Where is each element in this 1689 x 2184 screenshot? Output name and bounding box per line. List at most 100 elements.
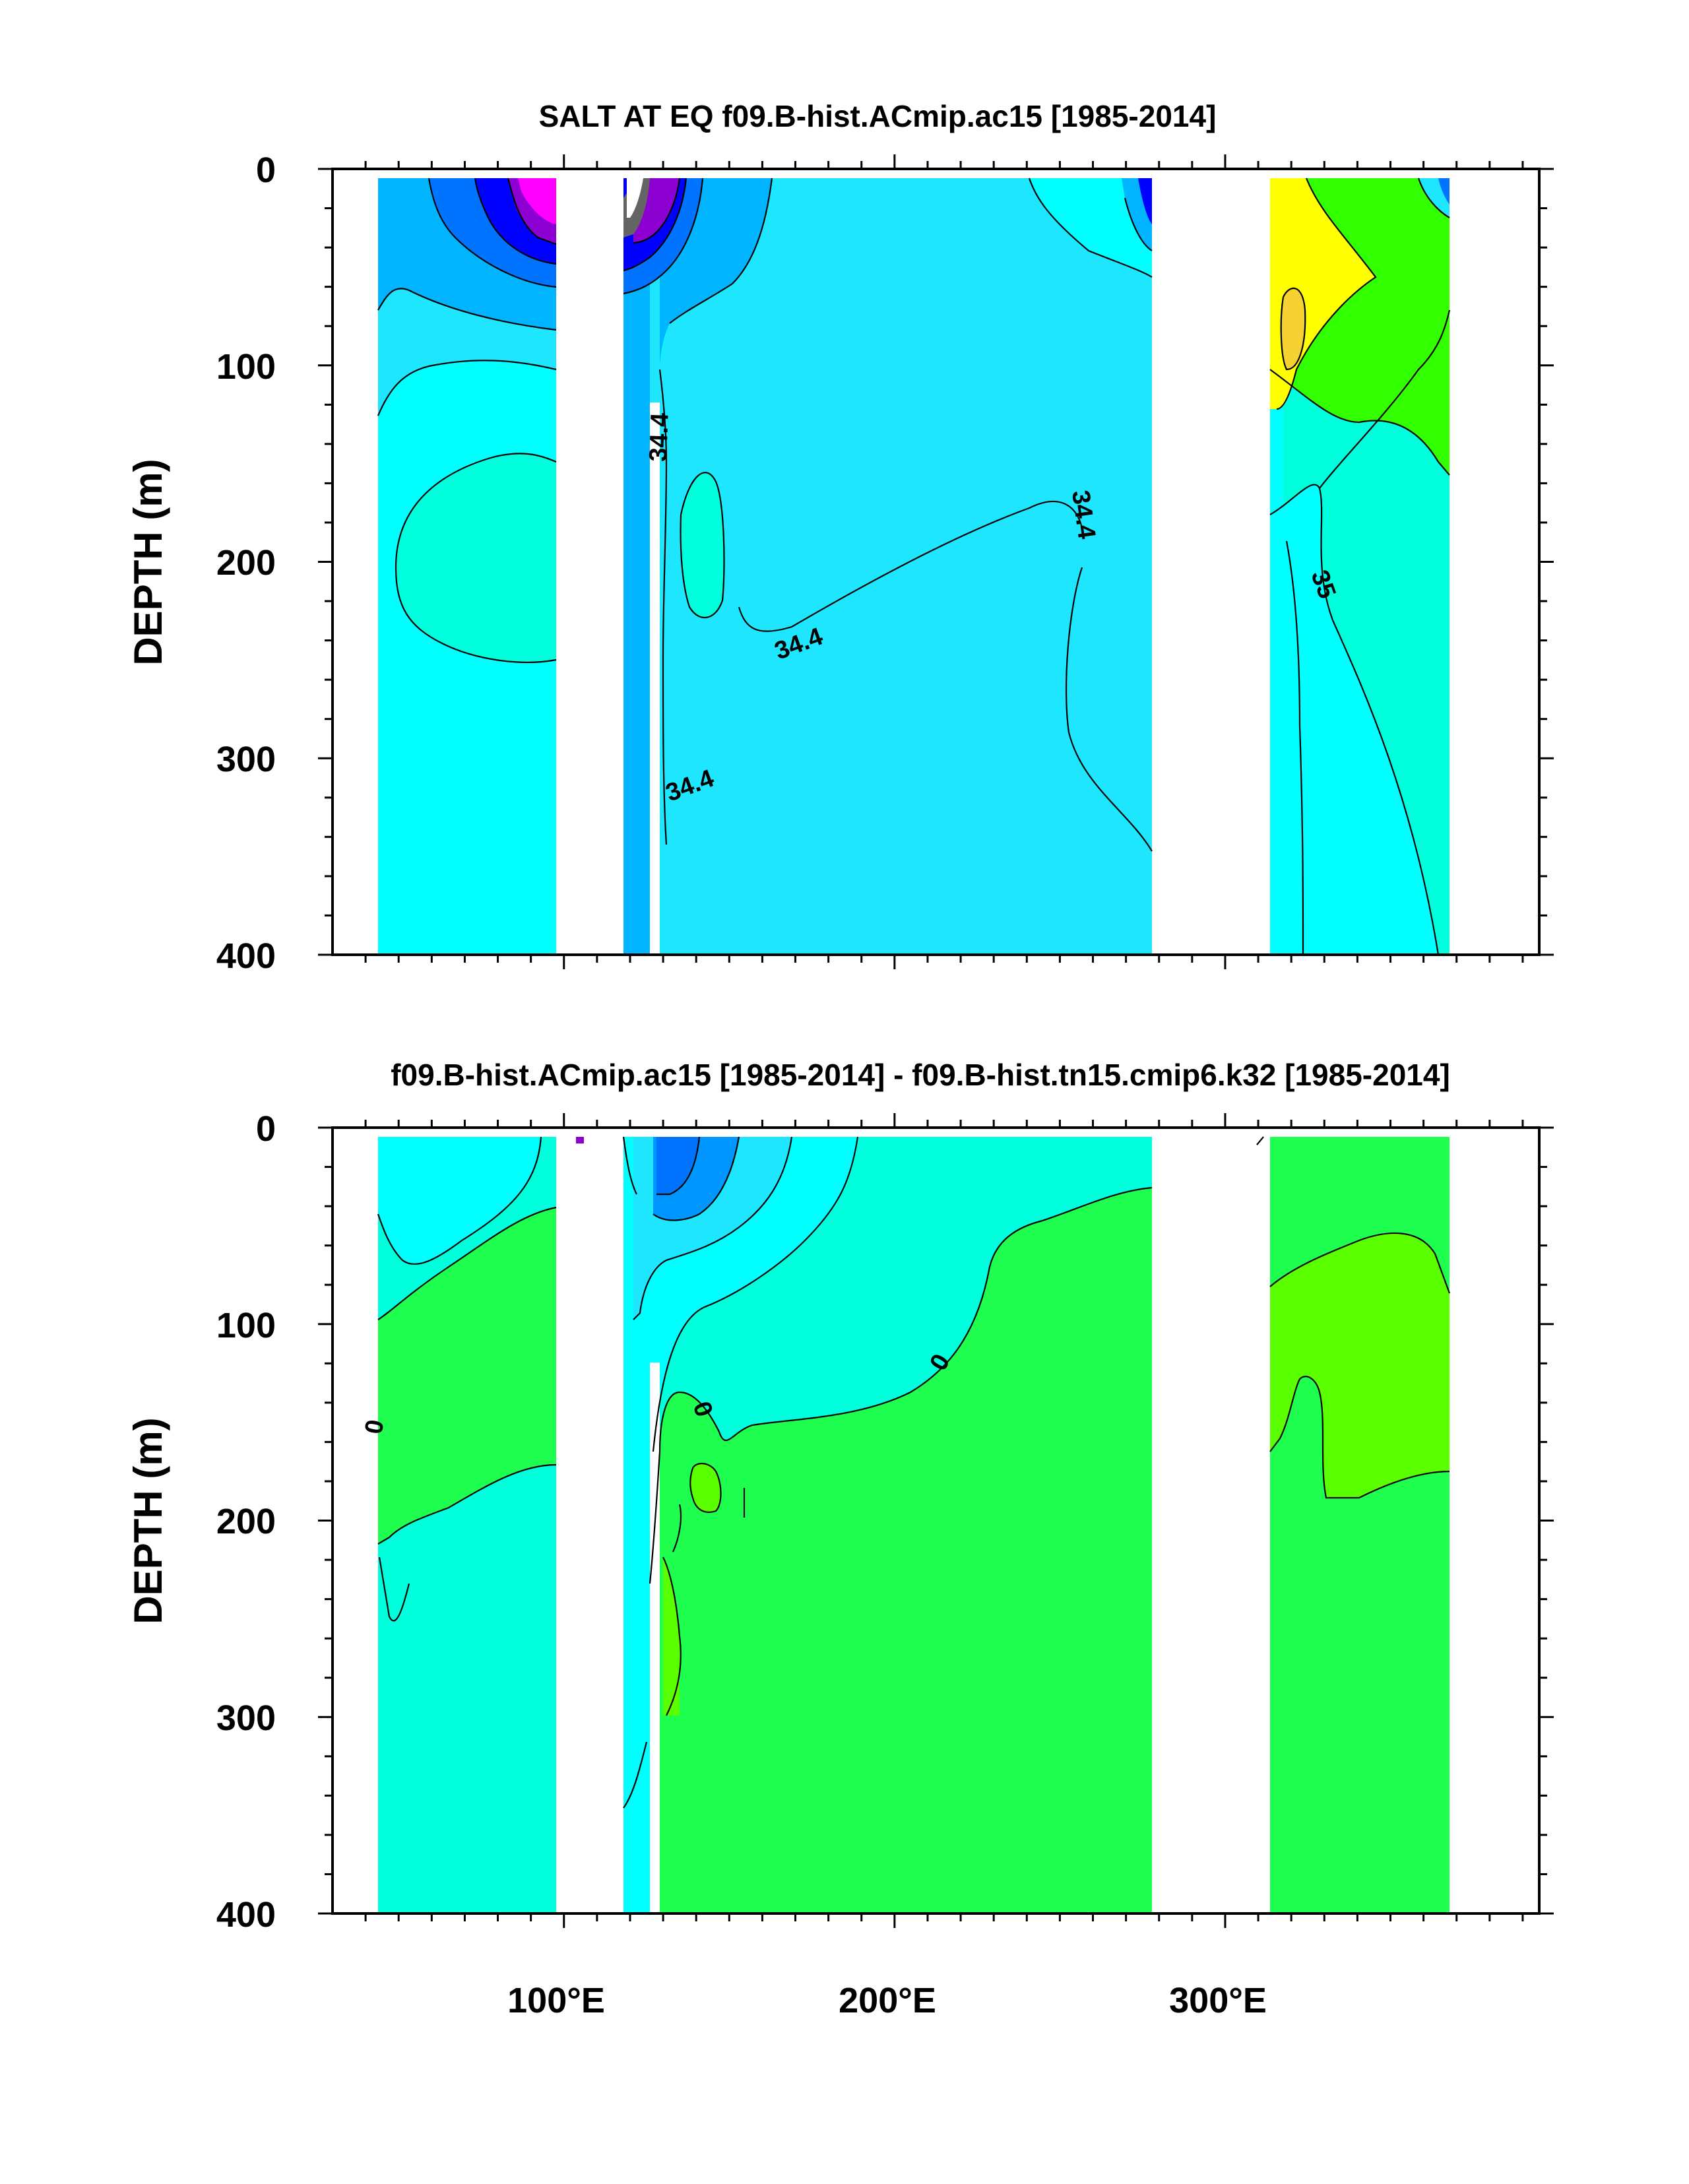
bot-land-africa bbox=[1450, 1128, 1539, 1913]
top-contour-8 bbox=[669, 177, 773, 324]
top-clabel-1: 34.4 bbox=[645, 412, 674, 462]
top-contour-10 bbox=[623, 177, 687, 272]
top-contour-23 bbox=[1319, 309, 1451, 489]
top-contour-21 bbox=[1269, 484, 1440, 955]
top-ytick-label-100: 100 bbox=[216, 347, 276, 387]
bot-xtick-label-300E: 300°E bbox=[1169, 1981, 1267, 2020]
top-contour-1 bbox=[377, 360, 557, 416]
bot-fill-surface-strip bbox=[333, 1128, 1539, 1137]
bot-land-americas bbox=[1152, 1128, 1270, 1913]
top-land-americas bbox=[1152, 169, 1270, 955]
bot-xtick-label-200E: 200°E bbox=[839, 1981, 936, 2020]
top-fill-surface-strip bbox=[333, 169, 1539, 178]
top-fill-central-ridge bbox=[680, 472, 724, 618]
top-land-indiaocean-west bbox=[333, 169, 378, 955]
bot-fill-central-blue2 bbox=[656, 1137, 699, 1194]
bot-ytick-label-100: 100 bbox=[216, 1306, 276, 1345]
bot-fill-purple-surface bbox=[576, 1137, 584, 1143]
bot-contour-3 bbox=[377, 1463, 557, 1545]
bot-land-maritime bbox=[556, 1128, 623, 1913]
top-fill-atl-cyan bbox=[1270, 484, 1438, 955]
top-contour-22 bbox=[1285, 540, 1304, 955]
bottom-x-ticks bbox=[364, 1113, 1524, 1928]
top-panel-title: SALT AT EQ f09.B-hist.ACmip.ac15 [1985-2… bbox=[539, 99, 1217, 133]
bot-contour-8 bbox=[656, 1136, 701, 1196]
bot-fill-strip-green bbox=[663, 1557, 680, 1716]
top-contour-17 bbox=[1124, 197, 1153, 251]
top-contour-13 bbox=[680, 472, 725, 619]
top-contour-20 bbox=[1280, 287, 1306, 371]
top-contour-5 bbox=[507, 177, 557, 245]
top-fill-west-blob bbox=[396, 453, 556, 662]
top-land-maritime bbox=[556, 169, 623, 955]
bot-land-strip2 bbox=[650, 1689, 660, 1913]
bot-contour-18 bbox=[1256, 1136, 1264, 1145]
top-contour-11 bbox=[633, 177, 681, 244]
top-contour-19 bbox=[1276, 177, 1377, 410]
bot-ytick-label-200: 200 bbox=[216, 1502, 276, 1541]
bot-contour-4 bbox=[378, 1557, 410, 1622]
bot-fill-west-green bbox=[378, 1207, 556, 1544]
top-contour-9 bbox=[623, 177, 704, 295]
bot-ytick-label-300: 300 bbox=[216, 1698, 276, 1738]
bottom-panel: f09.B-hist.ACmip.ac15 [1985-2014] - f09.… bbox=[126, 1058, 1554, 2020]
top-fill-atl-east-blue bbox=[1438, 178, 1450, 205]
bot-ytick-label-0: 0 bbox=[256, 1109, 276, 1149]
top-x-ticks bbox=[364, 154, 1524, 969]
bottom-y-axis-title: DEPTH (m) bbox=[126, 1417, 170, 1624]
bot-contour-6 bbox=[633, 1136, 793, 1320]
top-contour-14 bbox=[738, 500, 1083, 632]
bot-contour-14 bbox=[623, 1741, 648, 1809]
top-contour-7 bbox=[395, 567, 557, 663]
bot-xtick-label-100E: 100°E bbox=[507, 1981, 605, 2020]
top-contour-4 bbox=[474, 177, 557, 265]
top-land-strip2 bbox=[650, 732, 660, 955]
bot-contour-2 bbox=[377, 1206, 557, 1320]
top-fill-west-layer6 bbox=[518, 178, 556, 224]
bottom-y-axis: 0 100 200 300 400 DEPTH (m) bbox=[126, 1109, 1554, 1935]
top-ytick-label-400: 400 bbox=[216, 936, 276, 976]
top-contour-18 bbox=[1269, 369, 1450, 476]
top-y-axis-title: DEPTH (m) bbox=[126, 459, 170, 665]
bot-contour-10 bbox=[649, 1186, 1153, 1584]
bot-fill-central-bright bbox=[690, 1463, 721, 1512]
top-plot-area bbox=[333, 169, 1539, 955]
bot-contour-16 bbox=[1269, 1232, 1451, 1294]
bot-contour-17 bbox=[1269, 1376, 1450, 1499]
bot-contour-9 bbox=[652, 1136, 859, 1452]
bottom-panel-title: f09.B-hist.ACmip.ac15 [1985-2014] - f09.… bbox=[391, 1058, 1450, 1092]
top-ytick-label-200: 200 bbox=[216, 543, 276, 583]
bot-contour-15 bbox=[672, 1504, 682, 1553]
bot-ytick-label-400: 400 bbox=[216, 1895, 276, 1935]
top-fill-central-cyan-main bbox=[660, 178, 1152, 369]
top-clabel-2: 34.4 bbox=[1066, 488, 1100, 540]
top-contour-12 bbox=[658, 369, 668, 845]
bot-fill-west-cyan bbox=[378, 1137, 541, 1264]
top-contour-16 bbox=[1028, 177, 1153, 278]
bot-fill-atl-bright bbox=[1270, 1233, 1450, 1498]
top-fill-central-dark5 bbox=[627, 178, 643, 218]
bot-land-west bbox=[333, 1128, 378, 1913]
top-y-axis: 0 100 200 300 400 DEPTH (m) bbox=[126, 150, 1554, 976]
top-land-africa bbox=[1450, 169, 1539, 955]
bot-contour-7 bbox=[653, 1136, 740, 1221]
bot-contour-11 bbox=[689, 1463, 722, 1513]
top-contour-3 bbox=[428, 177, 557, 288]
top-ytick-label-300: 300 bbox=[216, 740, 276, 779]
bot-contour-1 bbox=[377, 1136, 542, 1265]
top-land-strip1 bbox=[650, 402, 660, 732]
top-contour-2 bbox=[377, 288, 557, 331]
bot-fill-central-turq bbox=[623, 1137, 1152, 1913]
top-ytick-label-0: 0 bbox=[256, 150, 276, 190]
top-fill-central-cyan bbox=[660, 369, 1152, 955]
bottom-plot-area bbox=[333, 1128, 1539, 1913]
top-fill-atl-gold bbox=[1281, 288, 1306, 369]
top-panel: SALT AT EQ f09.B-hist.ACmip.ac15 [1985-2… bbox=[126, 99, 1554, 976]
top-fill-central-east-edge2 bbox=[1138, 178, 1152, 224]
bot-contour-5 bbox=[622, 1136, 637, 1195]
top-contour-15 bbox=[1065, 567, 1153, 852]
top-contour-24 bbox=[1417, 177, 1450, 218]
top-fill-indonesia-strip bbox=[623, 178, 650, 955]
bot-contour-13 bbox=[662, 1557, 682, 1716]
